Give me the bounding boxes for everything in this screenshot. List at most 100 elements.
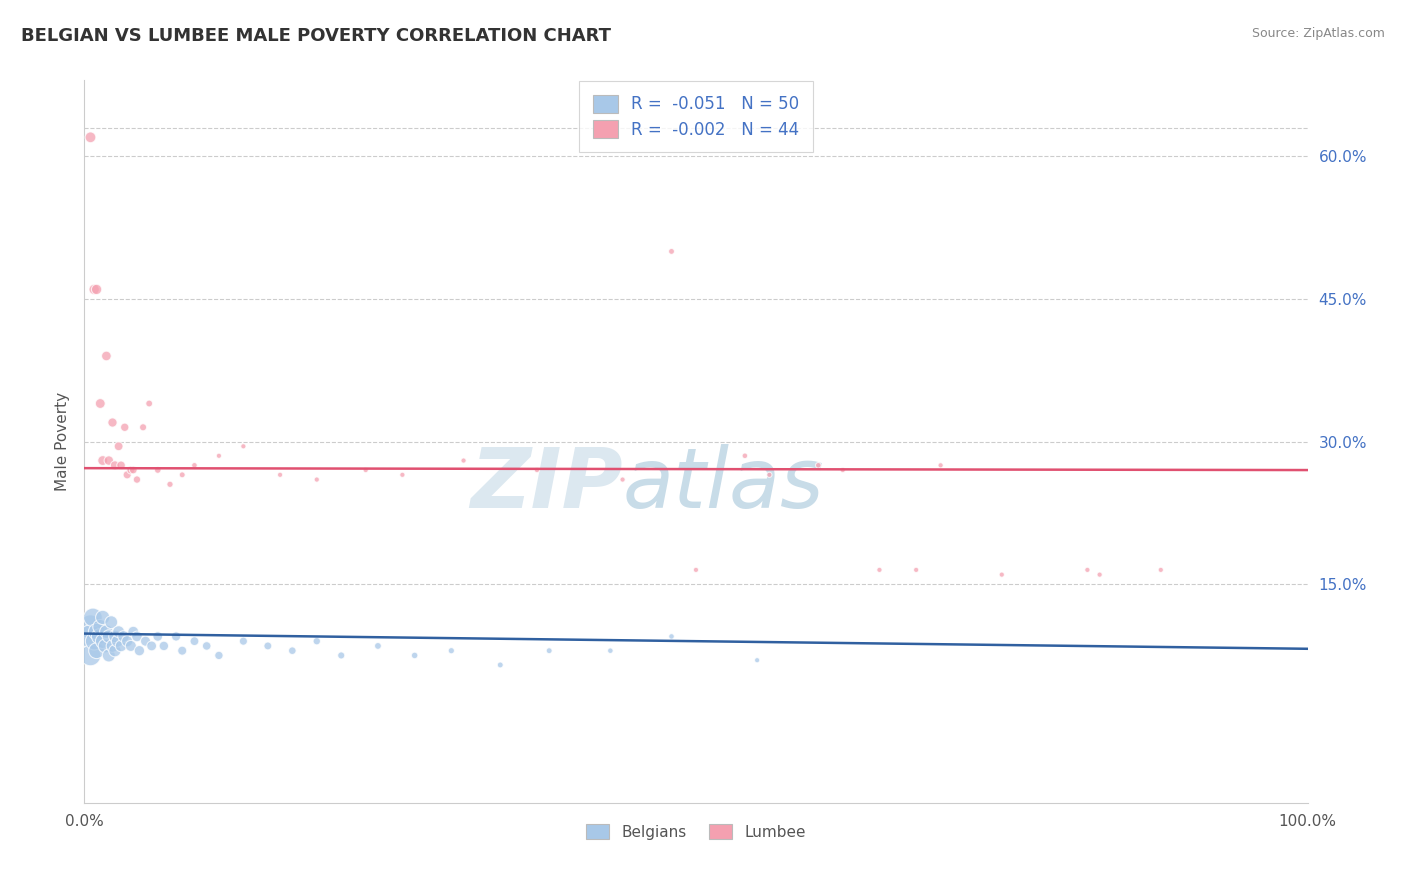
Point [1088,567,1111,582]
Point [97,648,120,663]
Point [195,639,218,653]
Text: Source: ZipAtlas.com: Source: ZipAtlas.com [1251,27,1385,40]
Point [125,629,148,643]
Point [305,473,328,487]
Point [86,624,108,639]
Point [100,615,122,630]
Point [86,643,108,657]
Point [141,639,163,653]
Point [367,639,389,653]
Point [86,282,108,296]
Point [120,639,142,653]
Point [1150,563,1173,577]
Legend: Belgians, Lumbee: Belgians, Lumbee [579,818,813,846]
Point [905,563,928,577]
Point [153,639,176,653]
Point [929,458,952,473]
Point [83,634,105,648]
Point [747,653,769,667]
Point [661,629,683,643]
Text: BELGIAN VS LUMBEE MALE POVERTY CORRELATION CHART: BELGIAN VS LUMBEE MALE POVERTY CORRELATI… [21,27,612,45]
Point [599,643,621,657]
Point [208,648,231,663]
Point [107,439,129,453]
Point [440,643,463,657]
Point [526,463,548,477]
Point [87,629,110,643]
Point [101,416,124,430]
Point [79,629,101,643]
Point [165,629,187,643]
Point [107,624,129,639]
Point [97,629,120,643]
Point [538,643,561,657]
Point [135,634,157,648]
Point [146,463,169,477]
Point [79,620,101,634]
Point [281,643,304,657]
Point [96,624,118,639]
Point [132,420,155,434]
Point [146,629,169,643]
Point [183,458,205,473]
Point [89,620,111,634]
Point [159,477,181,491]
Point [232,634,254,648]
Point [82,610,104,624]
Point [1076,563,1098,577]
Point [125,473,148,487]
Point [685,563,707,577]
Point [172,467,194,482]
Point [734,449,756,463]
Point [104,629,127,643]
Point [96,349,118,363]
Point [305,634,328,648]
Point [869,563,891,577]
Text: atlas: atlas [623,444,824,525]
Point [831,463,853,477]
Point [112,629,135,643]
Point [330,648,353,663]
Point [115,634,138,648]
Point [138,396,160,410]
Point [183,634,205,648]
Point [97,453,120,467]
Point [104,643,127,657]
Point [128,643,150,657]
Point [83,282,105,296]
Point [453,453,475,467]
Y-axis label: Male Poverty: Male Poverty [55,392,70,491]
Point [661,244,683,259]
Point [758,467,780,482]
Point [110,458,132,473]
Point [257,639,280,653]
Point [391,467,413,482]
Point [104,458,127,473]
Point [114,420,136,434]
Point [115,467,138,482]
Point [94,639,117,653]
Point [89,396,111,410]
Point [79,130,101,145]
Point [122,624,145,639]
Point [172,643,194,657]
Point [991,567,1014,582]
Point [612,473,634,487]
Point [79,648,101,663]
Point [91,453,114,467]
Point [105,634,128,648]
Point [232,439,254,453]
Point [807,458,830,473]
Point [404,648,426,663]
Point [354,463,377,477]
Point [101,639,124,653]
Text: ZIP: ZIP [470,444,623,525]
Point [208,449,231,463]
Point [110,639,132,653]
Point [122,463,145,477]
Point [91,634,114,648]
Point [91,610,114,624]
Point [120,463,142,477]
Point [489,657,512,672]
Point [269,467,291,482]
